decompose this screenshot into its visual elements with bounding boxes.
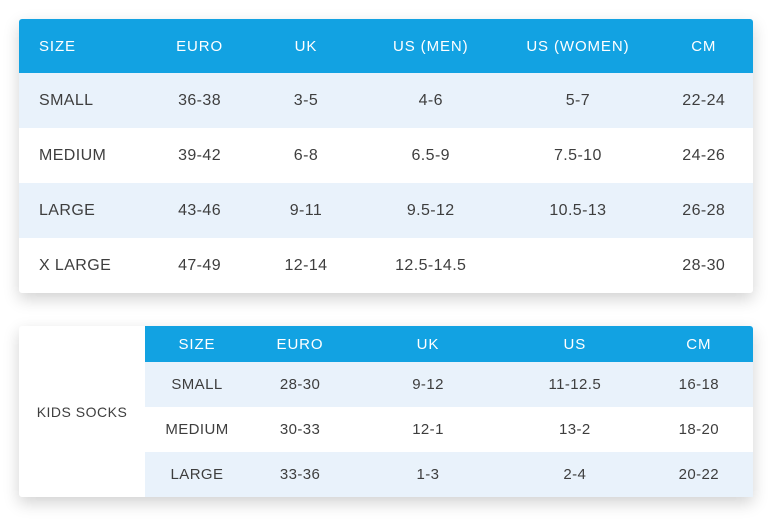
size-cell: X LARGE [39, 256, 112, 274]
kids-table-header-row: SIZE EURO UK US CM [145, 326, 753, 362]
us-cell: 13-2 [559, 421, 591, 438]
column-header-euro: EURO [276, 335, 324, 353]
table-row-x-large: X LARGE 47-49 12-14 12.5-14.5 28-30 [19, 238, 753, 293]
size-cell: SMALL [171, 376, 223, 393]
uk-cell: 6-8 [293, 146, 319, 164]
us-women-cell: 5-7 [565, 91, 591, 109]
table-row-medium: MEDIUM 30-33 12-1 13-2 18-20 [145, 407, 753, 452]
table-row-large: LARGE 33-36 1-3 2-4 20-22 [145, 452, 753, 497]
euro-cell: 43-46 [178, 201, 221, 219]
euro-cell: 39-42 [178, 146, 221, 164]
column-header-uk: UK [416, 335, 440, 353]
uk-cell: 1-3 [416, 466, 440, 483]
size-cell: MEDIUM [165, 421, 229, 438]
us-cell: 2-4 [563, 466, 587, 483]
column-header-size: SIZE [178, 335, 216, 353]
cm-cell: 22-24 [682, 91, 726, 109]
column-header-us-women: US (WOMEN) [526, 37, 630, 55]
us-women-cell: 10.5-13 [549, 201, 607, 219]
us-men-cell: 12.5-14.5 [395, 256, 467, 274]
cm-cell: 26-28 [682, 201, 726, 219]
column-header-size: SIZE [39, 37, 76, 55]
column-header-cm: CM [686, 335, 712, 353]
euro-cell: 28-30 [279, 376, 321, 393]
table-row-small: SMALL 36-38 3-5 4-6 5-7 22-24 [19, 73, 753, 128]
euro-cell: 36-38 [178, 91, 221, 109]
cm-cell: 16-18 [678, 376, 720, 393]
euro-cell: 30-33 [279, 421, 321, 438]
adult-size-table: SIZE EURO UK US (MEN) US (WOMEN) CM SMAL… [19, 19, 753, 293]
us-women-cell: 7.5-10 [554, 146, 602, 164]
size-cell: MEDIUM [39, 146, 107, 164]
cm-cell: 24-26 [682, 146, 726, 164]
cm-cell: 28-30 [682, 256, 726, 274]
euro-cell: 33-36 [279, 466, 321, 483]
column-header-cm: CM [691, 37, 717, 55]
us-men-cell: 4-6 [418, 91, 443, 109]
uk-cell: 12-14 [284, 256, 328, 274]
column-header-us-men: US (MEN) [392, 37, 469, 55]
table-row-small: SMALL 28-30 9-12 11-12.5 16-18 [145, 362, 753, 407]
adult-table-header-row: SIZE EURO UK US (MEN) US (WOMEN) CM [19, 19, 753, 73]
euro-cell: 47-49 [178, 256, 221, 274]
cm-cell: 20-22 [678, 466, 720, 483]
uk-cell: 9-11 [289, 201, 323, 219]
size-cell: SMALL [39, 91, 94, 109]
kids-socks-label: KIDS SOCKS [36, 403, 128, 420]
cm-cell: 18-20 [678, 421, 720, 438]
size-cell: LARGE [39, 201, 96, 219]
column-header-uk: UK [294, 37, 318, 55]
table-row-large: LARGE 43-46 9-11 9.5-12 10.5-13 26-28 [19, 183, 753, 238]
us-men-cell: 6.5-9 [411, 146, 450, 164]
uk-cell: 3-5 [293, 91, 319, 109]
uk-cell: 9-12 [412, 376, 444, 393]
us-cell: 11-12.5 [548, 376, 602, 393]
kids-table-body: SIZE EURO UK US CM SMALL 28-30 9-12 11-1… [145, 326, 753, 497]
kids-size-table: KIDS SOCKS SIZE EURO UK US CM SMALL 28-3… [19, 326, 753, 497]
size-cell: LARGE [170, 466, 224, 483]
column-header-us: US [563, 335, 587, 353]
table-row-medium: MEDIUM 39-42 6-8 6.5-9 7.5-10 24-26 [19, 128, 753, 183]
column-header-euro: EURO [176, 37, 224, 55]
us-men-cell: 9.5-12 [406, 201, 455, 219]
uk-cell: 12-1 [412, 421, 444, 438]
